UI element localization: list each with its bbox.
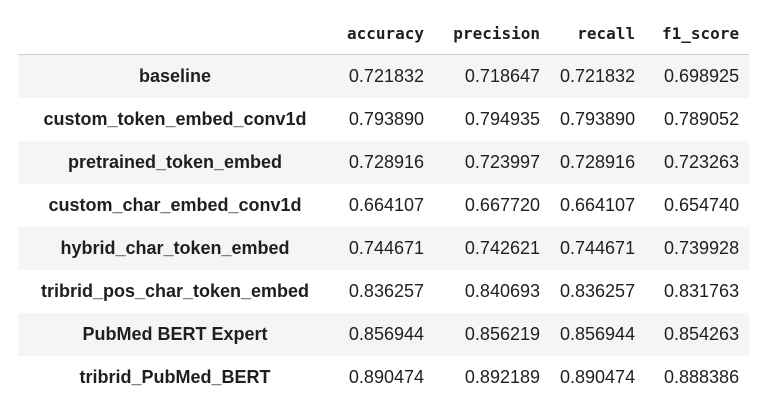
- cell-precision: 0.723997: [464, 152, 540, 172]
- table-row: tribrid_PubMed_BERT 0.890474 0.892189 0.…: [18, 356, 750, 399]
- cell-precision: 0.794935: [464, 109, 540, 129]
- cell-precision: 0.840693: [464, 281, 540, 301]
- cell-f1-score: 0.854263: [664, 324, 740, 344]
- cell-f1-score: 0.698925: [664, 66, 740, 86]
- cell-f1-score: 0.723263: [664, 152, 740, 172]
- column-header-recall: recall: [550, 12, 646, 55]
- cell-precision: 0.892189: [464, 367, 540, 387]
- cell-recall: 0.664107: [560, 195, 636, 215]
- row-label: custom_char_embed_conv1d: [48, 195, 302, 215]
- table-row: pretrained_token_embed 0.728916 0.723997…: [18, 141, 750, 184]
- cell-recall: 0.793890: [560, 109, 636, 129]
- cell-recall: 0.721832: [560, 66, 636, 86]
- cell-f1-score: 0.654740: [664, 195, 740, 215]
- cell-precision: 0.667720: [464, 195, 540, 215]
- table-row: baseline 0.721832 0.718647 0.721832 0.69…: [18, 54, 750, 98]
- table-row: tribrid_pos_char_token_embed 0.836257 0.…: [18, 270, 750, 313]
- cell-recall: 0.856944: [560, 324, 636, 344]
- cell-recall: 0.890474: [560, 367, 636, 387]
- cell-recall: 0.744671: [560, 238, 636, 258]
- row-label: hybrid_char_token_embed: [60, 238, 290, 258]
- row-label: tribrid_pos_char_token_embed: [40, 281, 310, 301]
- column-header-precision: precision: [434, 12, 550, 55]
- cell-accuracy: 0.728916: [348, 152, 424, 172]
- column-header-f1-score: f1_score: [645, 12, 750, 55]
- table-header: accuracy precision recall f1_score: [18, 12, 750, 55]
- column-header-accuracy: accuracy: [332, 12, 434, 55]
- cell-accuracy: 0.744671: [348, 238, 424, 258]
- cell-precision: 0.742621: [464, 238, 540, 258]
- header-row: accuracy precision recall f1_score: [18, 12, 750, 55]
- table-row: custom_token_embed_conv1d 0.793890 0.794…: [18, 98, 750, 141]
- cell-accuracy: 0.836257: [348, 281, 424, 301]
- row-label: custom_token_embed_conv1d: [43, 109, 307, 129]
- index-header: [18, 12, 332, 55]
- cell-recall: 0.836257: [560, 281, 636, 301]
- cell-f1-score: 0.831763: [664, 281, 740, 301]
- cell-precision: 0.856219: [464, 324, 540, 344]
- row-label: pretrained_token_embed: [67, 152, 283, 172]
- cell-recall: 0.728916: [560, 152, 636, 172]
- cell-accuracy: 0.856944: [348, 324, 424, 344]
- table-body: baseline 0.721832 0.718647 0.721832 0.69…: [18, 54, 750, 399]
- cell-precision: 0.718647: [464, 66, 540, 86]
- table-row: custom_char_embed_conv1d 0.664107 0.6677…: [18, 184, 750, 227]
- cell-accuracy: 0.793890: [348, 109, 424, 129]
- cell-accuracy: 0.721832: [348, 66, 424, 86]
- row-label: PubMed BERT Expert: [82, 324, 268, 344]
- table-row: hybrid_char_token_embed 0.744671 0.74262…: [18, 227, 750, 270]
- cell-f1-score: 0.739928: [664, 238, 740, 258]
- cell-accuracy: 0.890474: [348, 367, 424, 387]
- cell-accuracy: 0.664107: [348, 195, 424, 215]
- cell-f1-score: 0.888386: [664, 367, 740, 387]
- results-table: accuracy precision recall f1_score basel…: [18, 12, 750, 399]
- row-label: tribrid_PubMed_BERT: [79, 367, 271, 387]
- cell-f1-score: 0.789052: [664, 109, 740, 129]
- table-row: PubMed BERT Expert 0.856944 0.856219 0.8…: [18, 313, 750, 356]
- row-label: baseline: [138, 66, 212, 86]
